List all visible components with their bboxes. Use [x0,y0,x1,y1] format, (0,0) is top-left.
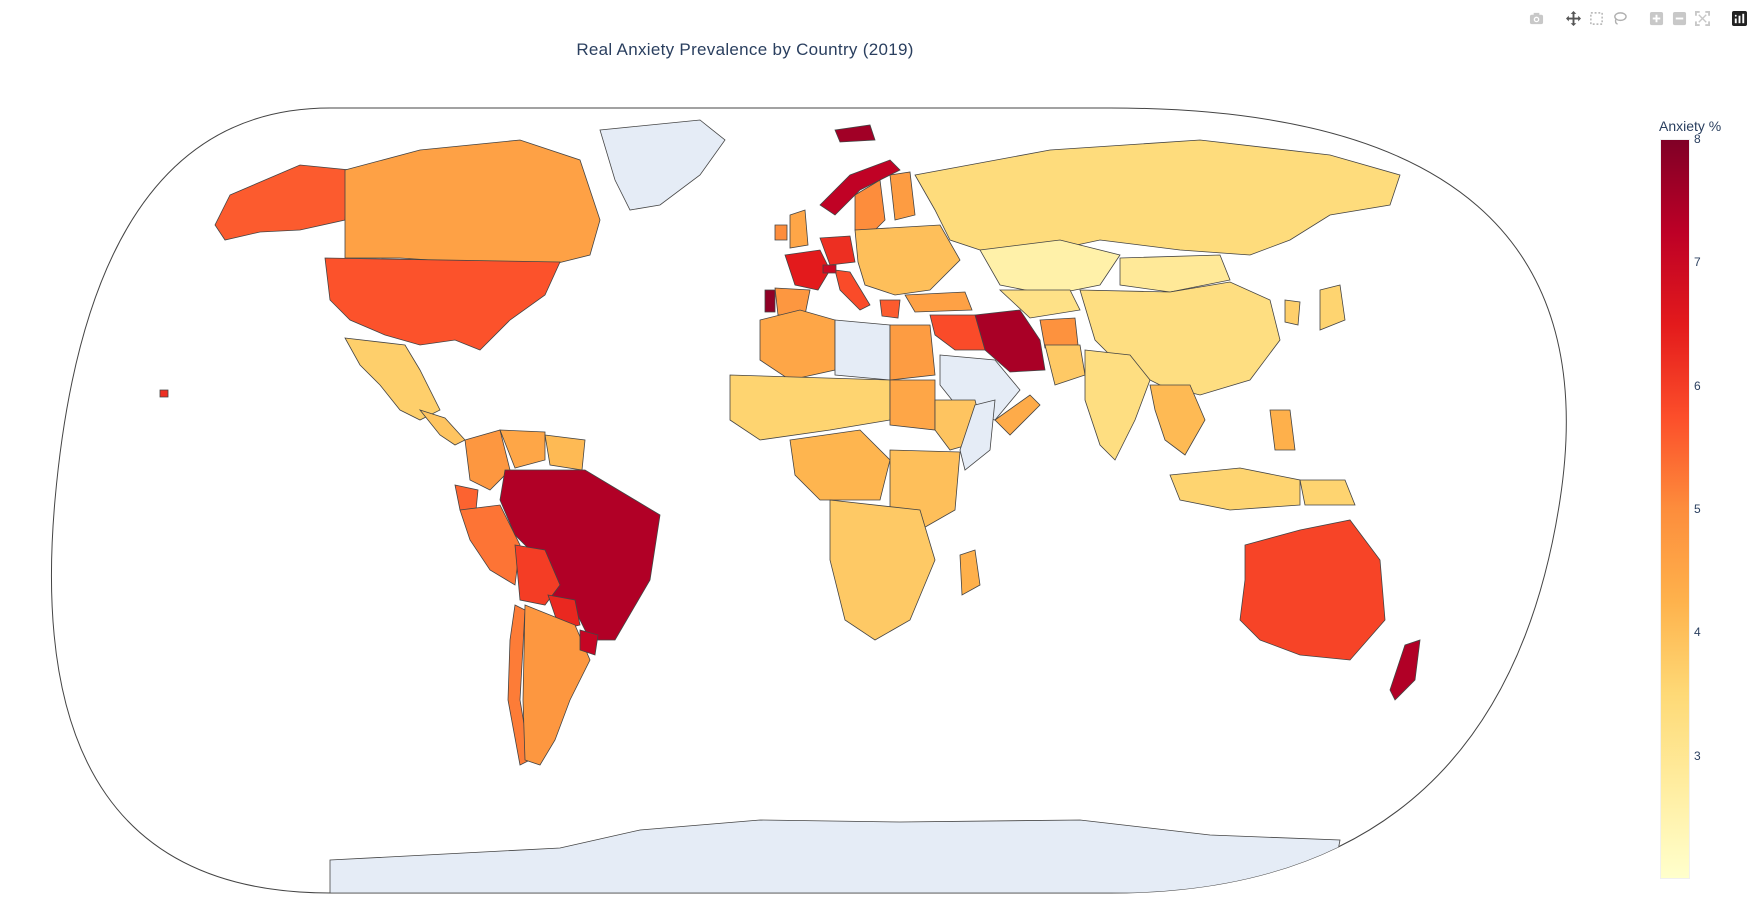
region-southeast-asia[interactable] [1149,384,1206,456]
region-mexico[interactable] [344,337,441,421]
region-afghanistan[interactable] [1039,317,1079,349]
pan-icon[interactable] [1565,10,1582,27]
region-eastern-europe[interactable] [854,224,961,296]
region-alaska[interactable] [214,164,351,241]
region-libya[interactable] [834,319,891,381]
region-somalia[interactable] [959,399,996,471]
chart-title: Real Anxiety Prevalence by Country (2019… [576,40,914,59]
region-peru[interactable] [459,504,521,586]
region-greenland[interactable] [599,119,726,211]
region-philippines[interactable] [1269,409,1296,451]
region-ireland[interactable] [774,224,788,241]
colorbar-tick: 5 [1694,502,1701,516]
region-russia[interactable] [914,139,1401,256]
zoom-in-icon[interactable] [1648,10,1665,27]
region-australia[interactable] [1239,519,1386,661]
region-hawaii[interactable] [159,389,169,398]
region-italy[interactable] [834,269,871,311]
region-norway[interactable] [819,159,901,216]
region-kazakhstan[interactable] [979,239,1121,296]
region-iceland[interactable] [834,124,876,143]
region-southern-africa[interactable] [829,499,936,641]
colorbar [1660,139,1690,879]
colorbar-tick: 8 [1694,132,1701,146]
region-greece[interactable] [879,299,901,319]
region-bolivia[interactable] [514,544,561,606]
region-mongolia[interactable] [1119,254,1231,293]
colorbar-tick: 6 [1694,378,1701,393]
region-venezuela[interactable] [499,429,546,469]
lasso-icon[interactable] [1611,10,1628,27]
region-switzerland[interactable] [822,264,837,274]
colorbar-tick: 7 [1694,255,1701,270]
zoom-out-icon[interactable] [1671,10,1688,27]
modebar [1528,10,1748,27]
region-egypt[interactable] [889,324,936,381]
region-united-kingdom[interactable] [789,209,809,249]
region-india[interactable] [1084,349,1151,461]
camera-icon[interactable] [1528,10,1545,27]
region-france[interactable] [784,249,831,291]
region-central-africa[interactable] [789,429,891,501]
region-central-america[interactable] [418,409,466,446]
region-yemen-oman[interactable] [994,394,1041,436]
region-canada[interactable] [344,139,601,271]
region-chile[interactable] [507,604,531,766]
colorbar-tick: 3 [1694,748,1701,763]
region-japan[interactable] [1319,284,1346,331]
region-sudan[interactable] [889,379,936,431]
region-iraq-syria[interactable] [929,314,986,351]
region-central-asia[interactable] [998,289,1081,319]
plotly-logo-icon[interactable] [1731,10,1748,27]
region-uruguay[interactable] [579,629,599,656]
region-finland[interactable] [889,171,916,221]
region-turkey[interactable] [904,291,973,313]
colorbar-title: Anxiety % [1659,118,1722,134]
region-colombia[interactable] [464,429,511,491]
region-korea[interactable] [1284,299,1301,326]
region-madagascar[interactable] [959,549,981,596]
region-new-zealand[interactable] [1389,639,1421,701]
region-antarctica[interactable] [329,819,1341,893]
autoscale-icon[interactable] [1694,10,1711,27]
box-select-icon[interactable] [1588,10,1605,27]
region-guyana[interactable] [544,434,586,471]
colorbar-tick: 4 [1694,625,1701,640]
region-portugal[interactable] [764,289,776,313]
region-brazil[interactable] [499,469,661,641]
region-indonesia[interactable] [1169,467,1301,511]
region-papua-new-guinea[interactable] [1299,479,1356,506]
region-germany[interactable] [819,235,856,266]
region-united-states[interactable] [324,257,561,351]
